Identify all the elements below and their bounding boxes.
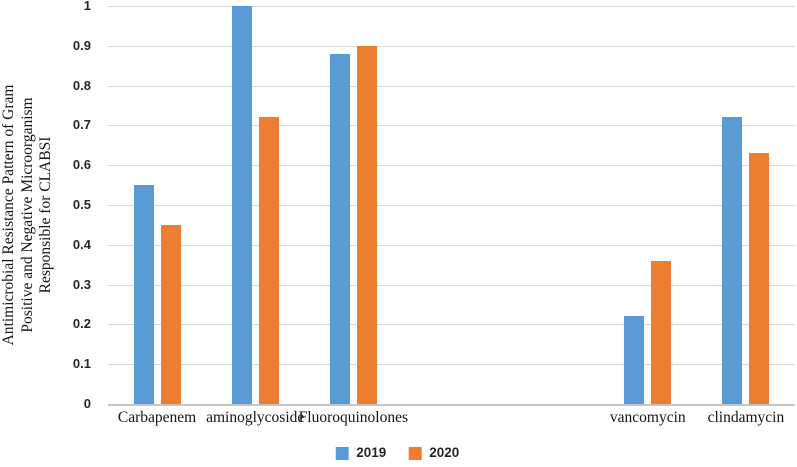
y-tick-label: 0.1 [72,356,91,372]
bar-2019-Fluoroquinolones [329,53,350,404]
x-axis-category-labels: Carbapenem aminoglycoside Fluoroquinolones… [108,409,795,431]
y-tick-label: 0.5 [72,197,91,212]
legend: 2019 2020 [335,446,459,460]
bar-2020-Fluoroquinolones [356,45,377,404]
x-category-label-carbapenem: Carbapenem [117,409,197,426]
bar-2019-Carbapenem [133,185,154,404]
gridline [108,6,795,7]
bar-2020-vancomycin [651,260,672,404]
x-category-label-vancomycin: vancomycin [609,409,686,426]
gridline [108,125,795,127]
x-category-label-fluoroquinolones: Fluoroquinolones [298,409,409,426]
bar-2019-aminoglycoside [231,6,252,404]
y-tick-label: 0.2 [72,316,91,332]
plot-area: Carbapenem aminoglycoside Fluoroquinolones… [108,0,795,467]
y-tick-label: 0 [83,396,91,411]
gridline [108,364,795,366]
x-category-label-clindamycin: clindamycin [707,409,785,426]
legend-swatch-2019 [335,446,349,460]
legend-label-2019: 2019 [356,445,387,460]
y-tick-label: 0.3 [72,276,91,292]
legend-swatch-2020 [408,446,422,460]
gridline [108,85,795,87]
y-tick-label: 1 [83,0,91,13]
bar-2020-clindamycin [749,153,770,404]
gridline [108,165,795,167]
bar-2020-aminoglycoside [258,117,279,404]
bar-2019-clindamycin [722,117,743,404]
bar-2019-vancomycin [624,316,645,404]
bar-2020-Carbapenem [160,224,181,404]
y-tick-label: 0.9 [72,37,91,53]
y-tick-label: 0.6 [72,157,91,173]
y-axis-tick-labels: 1 0.9 0.8 0.7 0.6 0.5 0.4 0.3 0.2 0.1 0 [0,0,97,467]
gridline [108,324,795,326]
legend-label-2020: 2020 [429,445,460,460]
gridline [108,205,795,206]
y-tick-label: 0.4 [72,236,91,252]
y-tick-label: 0.7 [72,117,91,133]
legend-item-2019: 2019 [335,446,386,460]
y-tick-label: 0.8 [72,77,91,93]
gridline [108,244,795,246]
legend-item-2020: 2020 [408,446,459,460]
x-category-label-aminoglycoside: aminoglycoside [206,409,305,426]
gridline [108,284,795,286]
x-axis-line [108,404,795,406]
gridline [108,45,795,47]
